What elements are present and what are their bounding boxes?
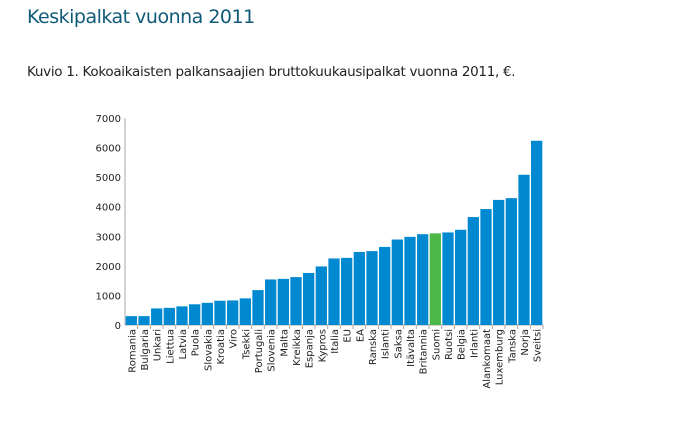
- bar-norja: [518, 174, 530, 325]
- bar-ea: [353, 251, 365, 325]
- bar-portugali: [252, 290, 264, 325]
- bar-ranska: [366, 251, 378, 325]
- x-tick-label: Espanja: [305, 329, 316, 368]
- bar-bulgaria: [138, 316, 150, 325]
- bar-tanska: [505, 198, 517, 325]
- bar-belgia: [455, 229, 467, 325]
- bar-saksa: [391, 239, 403, 325]
- bar-unkari: [151, 308, 163, 325]
- bar-kreikka: [290, 277, 302, 325]
- x-tick-label: Italia: [330, 329, 341, 354]
- bar-espanja: [303, 272, 315, 325]
- bar-eu: [341, 257, 353, 325]
- x-tick-label: Belgia: [457, 329, 468, 360]
- bar-itävalta: [404, 236, 416, 325]
- y-tick-label: 0: [115, 321, 121, 332]
- y-tick-label: 5000: [96, 173, 121, 184]
- bar-alankomaat: [480, 209, 492, 325]
- x-tick-label: Tanska: [507, 329, 518, 364]
- x-tick-label: Liettua: [165, 329, 176, 364]
- bar-suomi: [429, 233, 441, 325]
- bar-slovakia: [201, 302, 213, 325]
- x-tick-label: Irlanti: [469, 329, 480, 358]
- x-tick-label: Norja: [520, 329, 531, 356]
- x-tick-label: Suomi: [431, 329, 442, 360]
- bar-romania: [125, 316, 137, 325]
- bar-irlanti: [467, 217, 479, 325]
- bar-puola: [189, 304, 201, 325]
- page-title: Keskipalkat vuonna 2011: [27, 6, 255, 28]
- bar-viro: [227, 300, 239, 325]
- y-tick-label: 7000: [96, 114, 121, 125]
- x-tick-label: Malta: [279, 329, 290, 357]
- x-tick-label: Puola: [191, 329, 202, 356]
- bar-britannia: [417, 234, 429, 325]
- bar-kroatia: [214, 300, 226, 325]
- x-tick-label: EU: [343, 329, 354, 343]
- x-tick-label: Saksa: [393, 329, 404, 359]
- bar-latvia: [176, 306, 188, 325]
- bar-liettua: [163, 307, 175, 325]
- y-tick-label: 3000: [96, 232, 121, 243]
- x-tick-label: Ranska: [368, 329, 379, 365]
- bar-sveitsi: [531, 140, 543, 325]
- x-tick-label: Latvia: [178, 329, 189, 359]
- x-tick-label: Luxemburg: [495, 329, 506, 385]
- y-tick-label: 1000: [96, 291, 121, 302]
- x-tick-label: Romania: [127, 329, 138, 373]
- bar-kypros: [315, 266, 327, 325]
- y-tick-label: 2000: [96, 262, 121, 273]
- x-tick-label: Slovenia: [267, 329, 278, 372]
- x-tick-label: Itävalta: [406, 329, 417, 367]
- y-tick-label: 6000: [96, 144, 121, 155]
- bar-tsekki: [239, 298, 251, 325]
- bar-islanti: [379, 246, 391, 325]
- x-tick-label: Slovakia: [203, 329, 214, 371]
- x-tick-label: Bulgaria: [140, 329, 151, 370]
- x-tick-label: Tsekki: [241, 329, 252, 360]
- x-tick-label: Ruotsi: [444, 329, 455, 360]
- x-tick-label: EA: [355, 329, 366, 342]
- bar-malta: [277, 278, 289, 325]
- x-tick-label: Kroatia: [216, 329, 227, 365]
- bar-italia: [328, 258, 340, 325]
- x-tick-label: Kypros: [317, 329, 328, 362]
- x-tick-label: Sveitsi: [533, 329, 544, 362]
- chart-title: Kuvio 1. Kokoaikaisten palkansaajien bru…: [27, 64, 516, 80]
- x-tick-label: Portugali: [254, 329, 265, 373]
- bar-ruotsi: [442, 232, 454, 325]
- y-tick-label: 4000: [96, 203, 121, 214]
- x-tick-label: Kreikka: [292, 329, 303, 366]
- x-tick-label: Britannia: [419, 329, 430, 374]
- bar-luxemburg: [493, 199, 505, 325]
- x-tick-label: Viro: [229, 329, 240, 348]
- bar-slovenia: [265, 279, 277, 325]
- x-tick-label: Alankomaat: [482, 329, 493, 389]
- x-tick-label: Unkari: [153, 329, 164, 361]
- x-tick-label: Islanti: [381, 329, 392, 359]
